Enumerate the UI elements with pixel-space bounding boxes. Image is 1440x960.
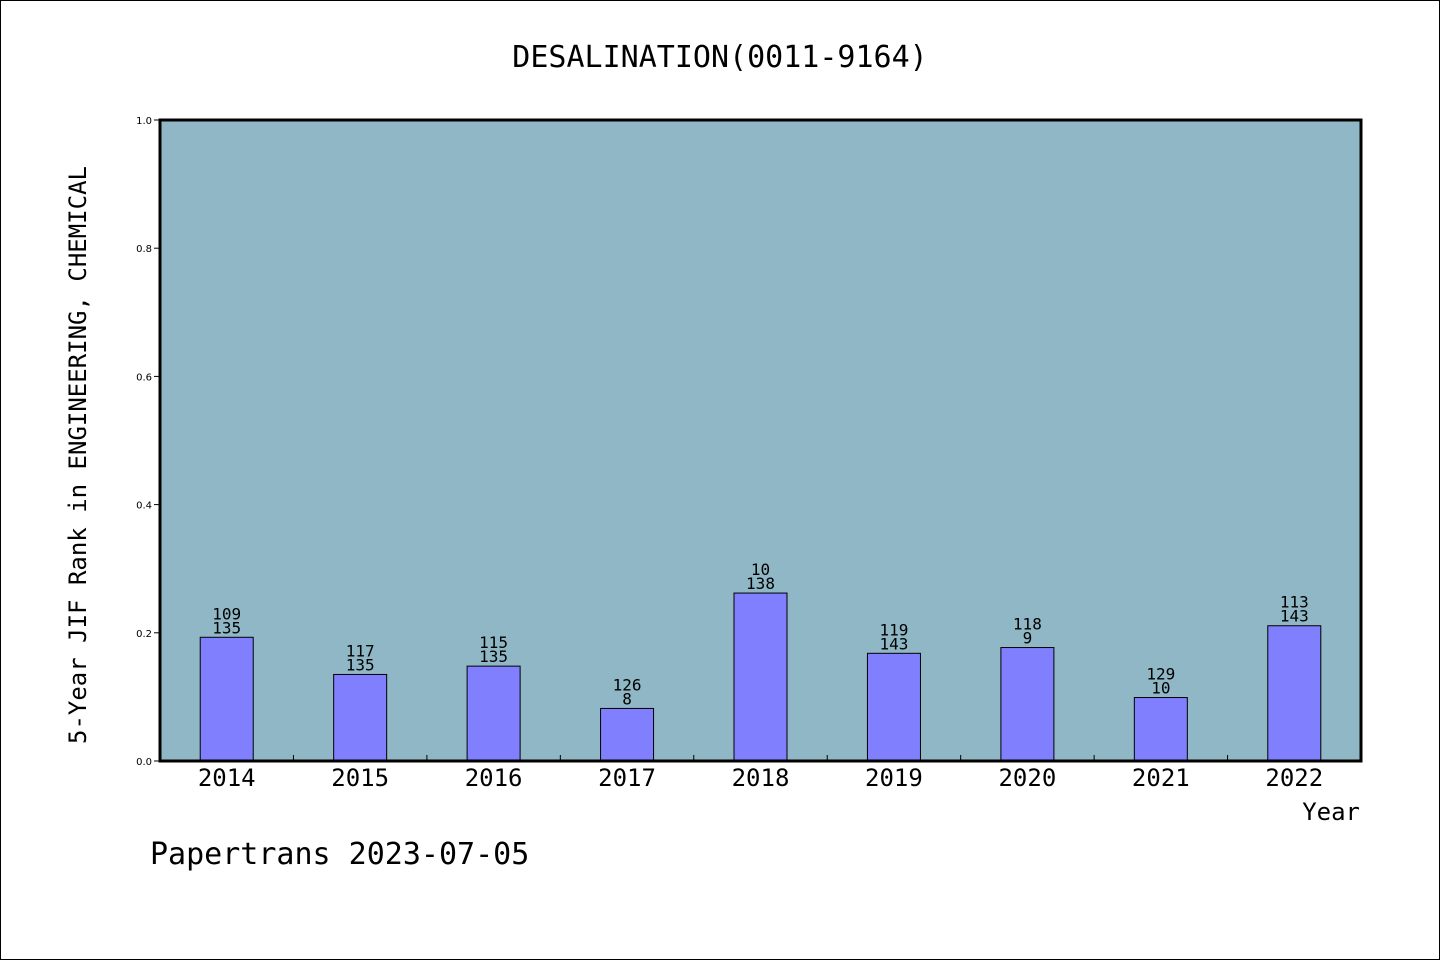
x-tick-label: 2020 bbox=[998, 764, 1056, 792]
bar-rank-label: 10 bbox=[751, 560, 770, 579]
y-tick-label: 0.2 bbox=[136, 629, 152, 640]
bar-rank-label: 113 bbox=[1280, 593, 1309, 612]
x-tick-label: 2018 bbox=[732, 764, 790, 792]
bar-total-label: 9 bbox=[1023, 629, 1033, 648]
bar-2020 bbox=[1000, 647, 1055, 762]
y-axis: 0.0 0.2 0.4 0.6 0.8 1.0 bbox=[136, 116, 160, 768]
plot-border bbox=[158, 118, 1363, 763]
bar-2018 bbox=[733, 592, 788, 762]
y-tick-label: 0.8 bbox=[136, 244, 152, 255]
bar-total-label: 135 bbox=[346, 655, 375, 674]
y-tick-label: 0.4 bbox=[136, 501, 152, 512]
y-tick-label: 0.0 bbox=[136, 757, 152, 768]
x-tick-label: 2019 bbox=[865, 764, 923, 792]
bar-rank-label: 118 bbox=[1013, 615, 1042, 634]
x-tick-label: 2017 bbox=[598, 764, 656, 792]
bar-total-label: 143 bbox=[1280, 607, 1309, 626]
bar-2016 bbox=[466, 665, 521, 762]
y-tick-label: 0.6 bbox=[136, 372, 152, 383]
x-axis: 2014 2015 2016 2017 2018 2019 2020 2021 2022 bbox=[198, 755, 1323, 792]
x-tick-label: 2014 bbox=[198, 764, 256, 792]
bar-2015 bbox=[333, 673, 388, 762]
bar-rank-label: 126 bbox=[613, 675, 642, 694]
bar-total-label: 8 bbox=[622, 689, 632, 708]
footer-text: Papertrans 2023-07-05 bbox=[150, 837, 529, 872]
bar-rank-label: 115 bbox=[479, 633, 508, 652]
bar-total-label: 135 bbox=[212, 618, 241, 637]
x-tick-label: 2015 bbox=[331, 764, 389, 792]
bar-total-label: 135 bbox=[479, 647, 508, 666]
bar-total-label: 138 bbox=[746, 574, 775, 593]
bar-rank-label: 129 bbox=[1146, 665, 1175, 684]
x-tick-label: 2022 bbox=[1265, 764, 1323, 792]
bar-2017 bbox=[600, 707, 655, 762]
bar-2021 bbox=[1133, 697, 1188, 762]
bars-group: 1091351171351151351268101381191431189129… bbox=[199, 560, 1322, 762]
bar-rank-label: 119 bbox=[879, 620, 908, 639]
bar-total-label: 143 bbox=[879, 634, 908, 653]
x-axis-label: Year bbox=[1302, 798, 1360, 826]
y-axis-label: 5-Year JIF Rank in ENGINEERING, CHEMICAL bbox=[64, 166, 92, 744]
bar-2022 bbox=[1267, 625, 1322, 762]
bar-2014 bbox=[199, 636, 254, 762]
x-tick-label: 2021 bbox=[1132, 764, 1190, 792]
bar-rank-label: 109 bbox=[212, 604, 241, 623]
chart-title: DESALINATION(0011-9164) bbox=[512, 40, 927, 75]
bar-2019 bbox=[866, 652, 921, 762]
y-tick-label: 1.0 bbox=[136, 116, 152, 127]
x-tick-label: 2016 bbox=[465, 764, 523, 792]
bar-rank-label: 117 bbox=[346, 641, 375, 660]
bar-total-label: 10 bbox=[1151, 679, 1170, 698]
